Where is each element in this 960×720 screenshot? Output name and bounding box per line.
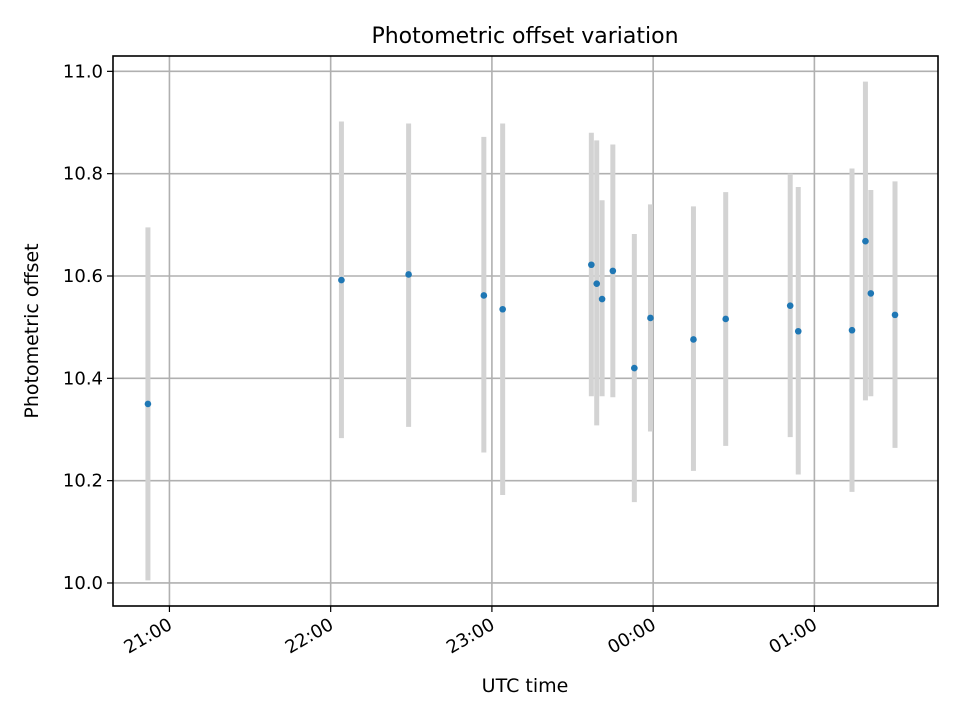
data-point: [794, 327, 802, 335]
x-axis-label: UTC time: [482, 675, 569, 697]
data-point: [588, 261, 595, 269]
data-point: [891, 311, 899, 319]
y-tick-label: 11.0: [63, 61, 103, 82]
y-tick-label: 10.6: [63, 266, 103, 287]
data-point: [338, 276, 345, 284]
data-point: [647, 314, 654, 322]
data-point: [593, 280, 601, 287]
y-axis-label: Photometric offset: [21, 243, 43, 418]
y-tick-label: 10.8: [63, 164, 103, 185]
data-point: [609, 267, 617, 275]
data-point: [786, 302, 794, 309]
data-point: [480, 292, 488, 299]
point-layer: [144, 237, 899, 408]
chart-title: Photometric offset variation: [371, 24, 678, 49]
data-point: [862, 237, 869, 245]
data-point: [631, 364, 638, 372]
data-point: [867, 290, 875, 297]
y-tick-label: 10.0: [63, 573, 103, 594]
data-point: [848, 326, 856, 334]
y-tick-label: 10.4: [63, 368, 103, 389]
data-point: [598, 295, 606, 303]
data-point: [722, 315, 730, 323]
plot-frame: [112, 55, 939, 607]
data-point: [144, 400, 152, 408]
data-point: [690, 336, 697, 343]
data-point: [499, 305, 506, 313]
y-tick-label: 10.2: [63, 471, 103, 492]
data-point: [405, 271, 412, 278]
